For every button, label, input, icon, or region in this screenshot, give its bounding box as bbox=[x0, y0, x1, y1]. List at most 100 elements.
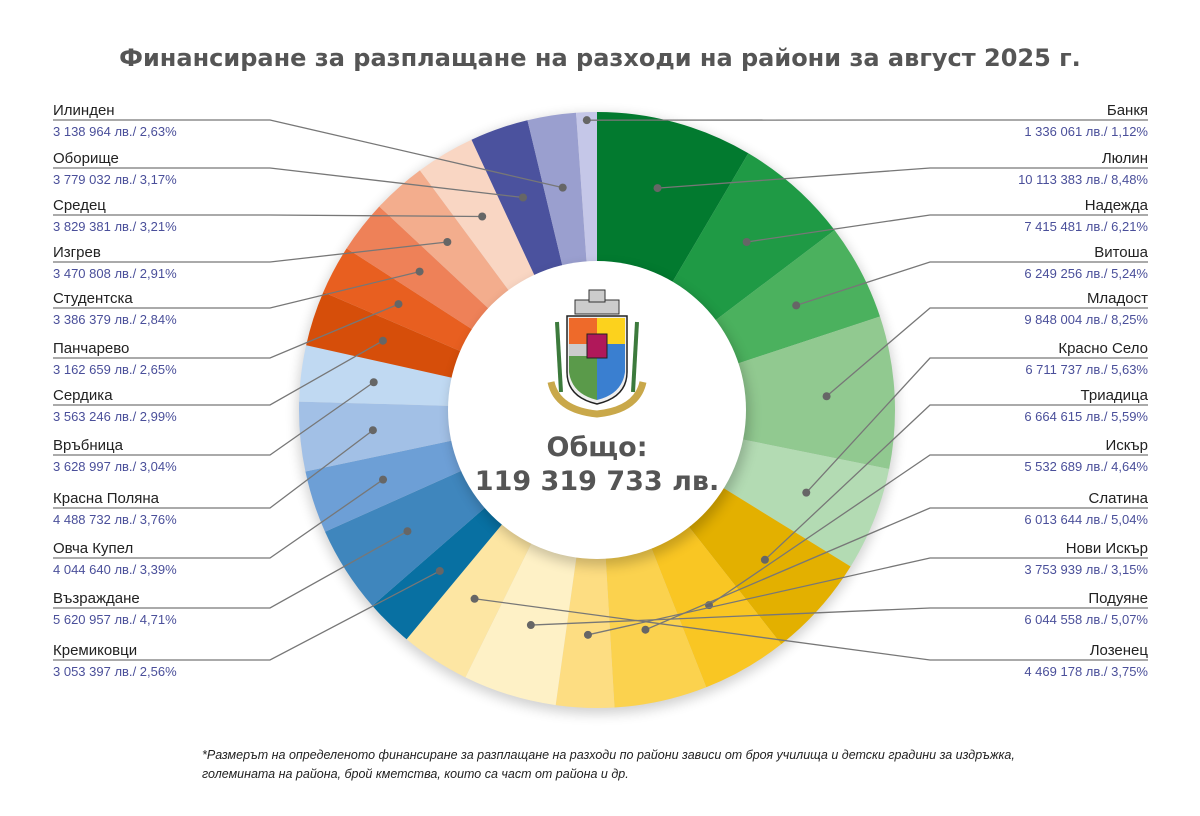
label-name: Банкя bbox=[1107, 102, 1148, 119]
leader-line bbox=[53, 530, 408, 609]
label-amount: 9 848 004 лв. bbox=[1024, 312, 1104, 327]
sofia-coat-of-arms-logo bbox=[547, 289, 647, 418]
label-name: Връбница bbox=[53, 437, 124, 454]
label-percent: / 3,04% bbox=[133, 459, 178, 474]
label-percent: / 8,48% bbox=[1104, 172, 1149, 187]
label-name: Овча Купел bbox=[53, 540, 133, 557]
label-value: 3 386 379 лв./ 2,84% bbox=[53, 312, 177, 327]
leader-line bbox=[53, 429, 374, 509]
leader-dot bbox=[792, 301, 801, 310]
label-percent: / 3,76% bbox=[133, 512, 178, 527]
label-value: 6 044 558 лв./ 5,07% bbox=[1024, 612, 1148, 627]
leader-dot bbox=[403, 527, 412, 536]
label-amount: 3 829 381 лв. bbox=[53, 219, 133, 234]
leader-line bbox=[53, 570, 441, 661]
label-name: Искър bbox=[1105, 437, 1148, 454]
chart-title: Финансиране за разплащане на разходи на … bbox=[119, 44, 1081, 72]
label-name: Младост bbox=[1087, 290, 1148, 307]
leader-line bbox=[53, 340, 384, 406]
label-name: Средец bbox=[53, 197, 106, 214]
leader-dot bbox=[641, 625, 650, 634]
leader-line bbox=[530, 607, 1148, 626]
slice-13 bbox=[305, 438, 470, 532]
slice-8 bbox=[555, 548, 615, 708]
label-amount: 7 415 481 лв. bbox=[1024, 219, 1104, 234]
label-amount: 6 044 558 лв. bbox=[1024, 612, 1104, 627]
label-percent: / 5,63% bbox=[1104, 362, 1149, 377]
label-value: 3 053 397 лв./ 2,56% bbox=[53, 664, 177, 679]
label-name: Люлин bbox=[1102, 150, 1148, 167]
footnote: *Размерът на определеното финансиране за… bbox=[202, 748, 1015, 781]
leader-line bbox=[764, 404, 1148, 561]
leader-lines bbox=[53, 116, 1148, 661]
slice-23 bbox=[576, 112, 597, 271]
leader-dot bbox=[394, 300, 403, 309]
label-percent: / 3,75% bbox=[1104, 664, 1149, 679]
labels: Илинден 3 138 964 лв./ 2,63% Оборище 3 779 … bbox=[53, 102, 1149, 679]
slice-14 bbox=[299, 401, 461, 472]
label-amount: 3 162 659 лв. bbox=[53, 362, 133, 377]
label-amount: 3 386 379 лв. bbox=[53, 312, 133, 327]
label-value: 3 563 246 лв./ 2,99% bbox=[53, 409, 177, 424]
total-label: Общо: bbox=[547, 432, 648, 463]
label-name: Илинден bbox=[53, 102, 115, 119]
label-percent: / 2,63% bbox=[133, 124, 178, 139]
label-amount: 10 113 383 лв. bbox=[1018, 172, 1104, 187]
label-percent: / 2,91% bbox=[133, 266, 178, 281]
slice-22 bbox=[527, 112, 588, 274]
label-name: Кремиковци bbox=[53, 642, 137, 659]
slice-4 bbox=[716, 437, 890, 567]
slice-5 bbox=[683, 483, 851, 645]
label-percent: / 5,59% bbox=[1104, 409, 1149, 424]
label-value: 3 162 659 лв./ 2,65% bbox=[53, 362, 177, 377]
leader-line bbox=[746, 214, 1148, 243]
label-amount: 5 532 689 лв. bbox=[1024, 459, 1104, 474]
label-percent: / 5,04% bbox=[1104, 512, 1149, 527]
leader-line bbox=[53, 270, 420, 309]
leader-dot bbox=[478, 212, 487, 221]
label-value: 7 415 481 лв./ 6,21% bbox=[1024, 219, 1148, 234]
label-name: Витоша bbox=[1094, 244, 1148, 261]
label-name: Триадица bbox=[1081, 387, 1149, 404]
leader-line bbox=[474, 598, 1148, 661]
leader-dot bbox=[369, 378, 378, 387]
label-amount: 3 779 032 лв. bbox=[53, 172, 133, 187]
label-amount: 3 053 397 лв. bbox=[53, 664, 133, 679]
label-name: Красна Поляна bbox=[53, 490, 160, 507]
label-name: Слатина bbox=[1089, 490, 1149, 507]
label-percent: / 3,15% bbox=[1104, 562, 1149, 577]
label-name: Оборище bbox=[53, 150, 119, 167]
leader-dot bbox=[760, 555, 769, 564]
leader-line bbox=[53, 214, 483, 218]
label-value: 4 469 178 лв./ 3,75% bbox=[1024, 664, 1148, 679]
leader-dot bbox=[435, 566, 444, 575]
label-value: 3 753 939 лв./ 3,15% bbox=[1024, 562, 1148, 577]
slice-2 bbox=[708, 230, 880, 367]
label-value: 3 829 381 лв./ 3,21% bbox=[53, 219, 177, 234]
slice-9 bbox=[465, 535, 578, 706]
leader-dot bbox=[582, 116, 591, 125]
label-amount: 4 469 178 лв. bbox=[1024, 664, 1104, 679]
label-amount: 4 488 732 лв. bbox=[53, 512, 133, 527]
label-percent: / 3,17% bbox=[133, 172, 178, 187]
leader-dot bbox=[470, 594, 479, 603]
label-percent: / 3,39% bbox=[133, 562, 178, 577]
label-name: Изгрев bbox=[53, 244, 101, 261]
label-value: 6 711 737 лв./ 5,63% bbox=[1025, 362, 1148, 377]
label-value: 4 044 640 лв./ 3,39% bbox=[53, 562, 177, 577]
label-amount: 6 711 737 лв. bbox=[1025, 362, 1104, 377]
label-value: 3 470 808 лв./ 2,91% bbox=[53, 266, 177, 281]
slice-3 bbox=[729, 316, 895, 469]
label-value: 3 138 964 лв./ 2,63% bbox=[53, 124, 177, 139]
label-name: Възраждане bbox=[53, 590, 140, 607]
total-value: 119 319 733 лв. bbox=[475, 466, 719, 497]
leader-dot bbox=[415, 267, 424, 276]
slice-21 bbox=[471, 120, 565, 284]
label-value: 1 336 061 лв./ 1,12% bbox=[1024, 124, 1148, 139]
label-name: Подуяне bbox=[1088, 590, 1148, 607]
label-percent: / 2,56% bbox=[133, 664, 178, 679]
label-value: 5 532 689 лв./ 4,64% bbox=[1024, 459, 1148, 474]
slice-1 bbox=[668, 153, 835, 326]
label-value: 9 848 004 лв./ 8,25% bbox=[1024, 312, 1148, 327]
label-amount: 3 628 997 лв. bbox=[53, 459, 133, 474]
